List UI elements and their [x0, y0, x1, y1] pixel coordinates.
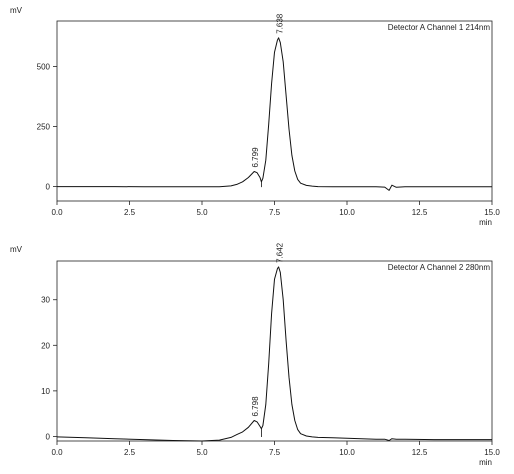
x-tick-label: 2.5 [124, 448, 136, 457]
peak-label: 7.642 [276, 242, 285, 263]
y-tick-label: 20 [41, 341, 50, 350]
x-tick-label: 15.0 [484, 448, 500, 457]
chromatogram-trace [57, 37, 492, 191]
x-axis-label: min [479, 218, 492, 227]
x-tick-label: 5.0 [196, 448, 208, 457]
peak-label: 7.638 [276, 13, 285, 34]
plot-frame [56, 260, 493, 442]
x-tick-label: 12.5 [412, 448, 428, 457]
x-tick-label: 0.0 [51, 448, 63, 457]
y-axis-label: mV [10, 6, 23, 15]
y-tick-label: 0 [46, 432, 51, 441]
x-tick-label: 2.5 [124, 208, 136, 217]
channel-label: Detector A Channel 1 214nm [388, 23, 491, 32]
chromatogram-trace [56, 266, 492, 442]
channel-label: Detector A Channel 2 280nm [388, 263, 491, 272]
y-tick-label: 0 [46, 183, 51, 192]
y-tick-label: 10 [41, 387, 50, 396]
y-tick-label: 250 [37, 123, 51, 132]
x-tick-label: 5.0 [196, 208, 208, 217]
y-tick-label: 500 [37, 63, 51, 72]
x-tick-label: 10.0 [339, 208, 355, 217]
x-tick-label: 7.5 [269, 448, 281, 457]
x-tick-label: 15.0 [484, 208, 500, 217]
y-tick-label: 30 [41, 296, 50, 305]
x-tick-label: 10.0 [339, 448, 355, 457]
y-axis-label: mV [10, 245, 23, 254]
peak-label: 6.799 [251, 147, 260, 168]
x-tick-label: 7.5 [269, 208, 281, 217]
x-tick-label: 0.0 [51, 208, 63, 217]
x-axis-label: min [479, 458, 492, 467]
x-tick-label: 12.5 [412, 208, 428, 217]
peak-label: 6.798 [251, 396, 260, 417]
plot-frame [56, 20, 493, 202]
